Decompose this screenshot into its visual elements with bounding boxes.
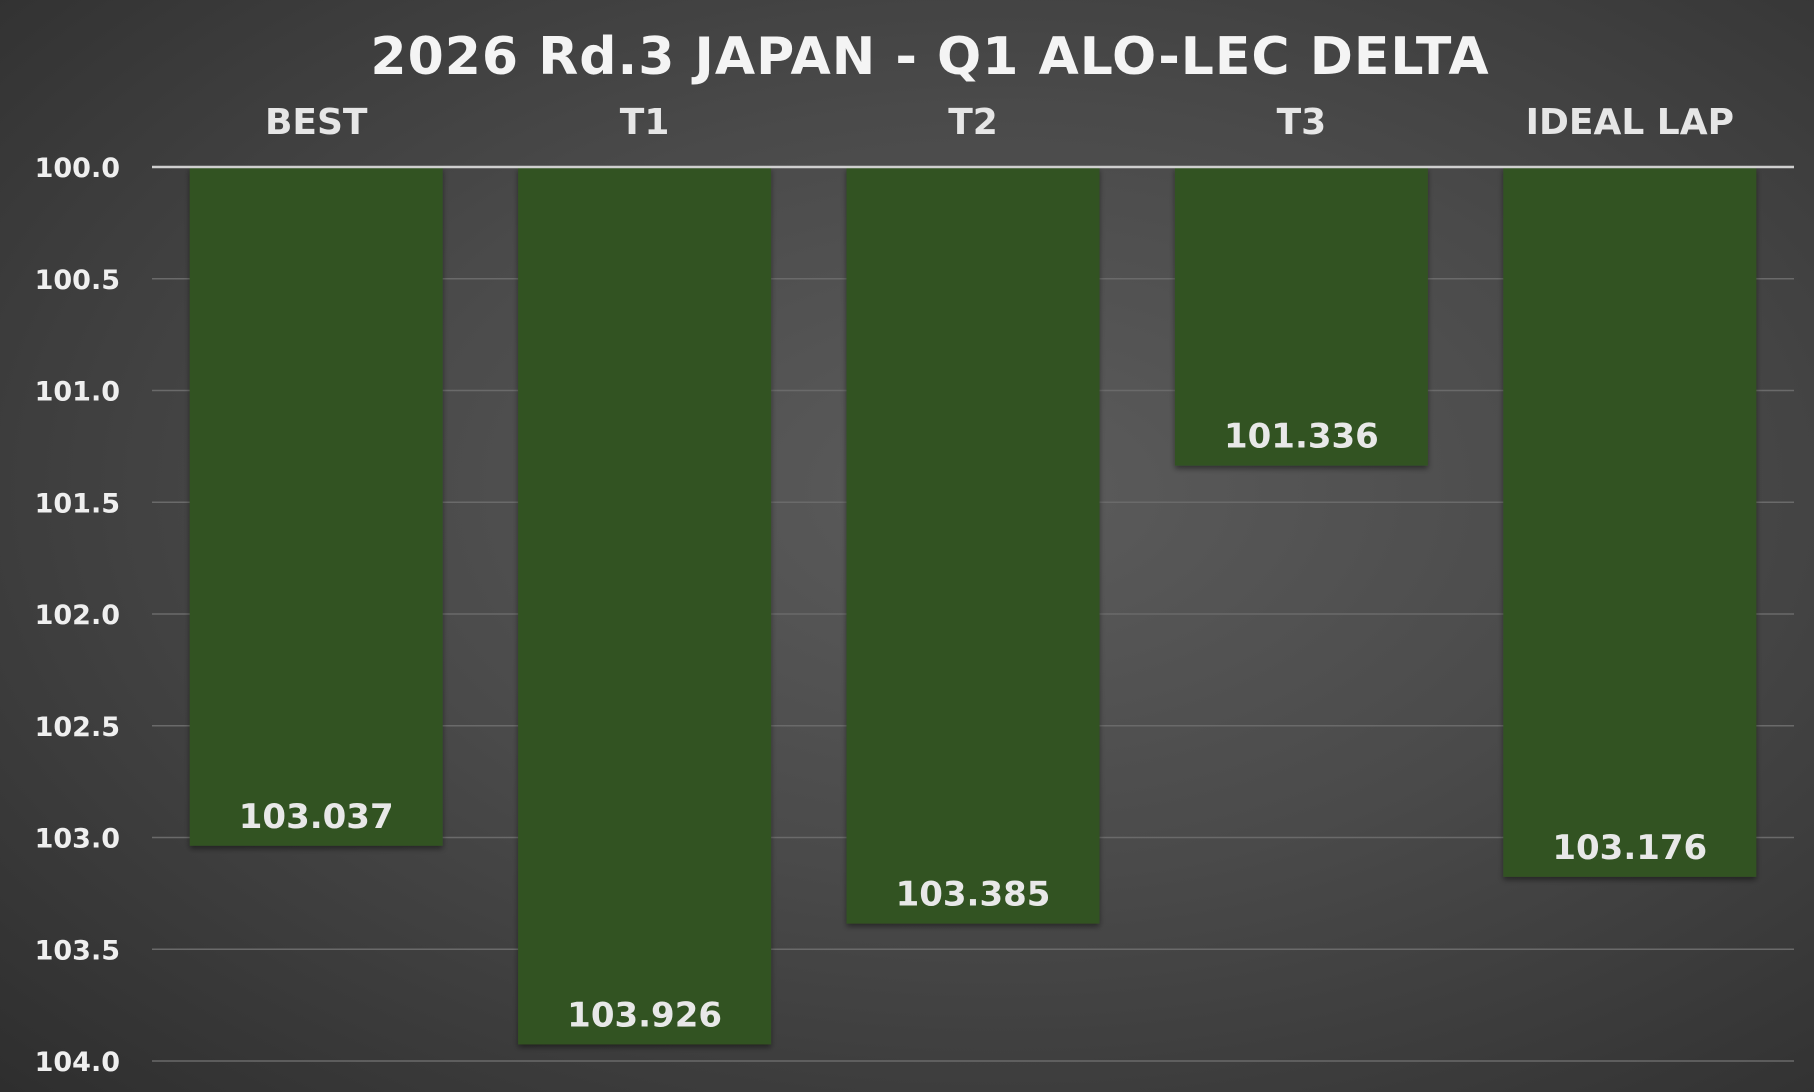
category-label: T3: [1277, 102, 1327, 143]
bar: [1174, 167, 1428, 466]
y-tick-label: 101.5: [35, 488, 120, 519]
bar: [846, 167, 1100, 924]
data-label: 103.385: [896, 875, 1051, 915]
y-tick-label: 103.5: [35, 935, 120, 966]
category-label: T2: [948, 102, 998, 143]
data-label: 103.176: [1552, 828, 1707, 868]
y-tick-label: 101.0: [35, 377, 120, 408]
data-label: 101.336: [1224, 417, 1379, 457]
bar: [189, 167, 443, 846]
category-labels: BEST T1 T2 T3 IDEAL LAP: [265, 102, 1734, 143]
bars: [189, 167, 1757, 1045]
value-labels: 103.037 103.926 103.385 101.336 103.176: [239, 417, 1707, 1036]
data-label: 103.037: [239, 797, 394, 837]
bar: [518, 167, 772, 1045]
y-tick-label: 100.5: [35, 265, 120, 296]
y-tick-label: 102.5: [35, 712, 120, 743]
category-label: T1: [620, 102, 670, 143]
category-label: BEST: [265, 102, 368, 143]
y-tick-label: 102.0: [35, 600, 120, 631]
y-tick-label: 104.0: [35, 1047, 120, 1078]
bar: [1503, 167, 1757, 877]
data-label: 103.926: [567, 995, 722, 1035]
y-axis-ticks: 100.0 100.5 101.0 101.5 102.0 102.5 103.0 103.5…: [35, 153, 120, 1078]
y-tick-label: 103.0: [35, 824, 120, 855]
chart-title: 2026 Rd.3 JAPAN - Q1 ALO-LEC DELTA: [370, 27, 1489, 87]
y-tick-label: 100.0: [35, 153, 120, 184]
category-label: IDEAL LAP: [1526, 102, 1734, 143]
